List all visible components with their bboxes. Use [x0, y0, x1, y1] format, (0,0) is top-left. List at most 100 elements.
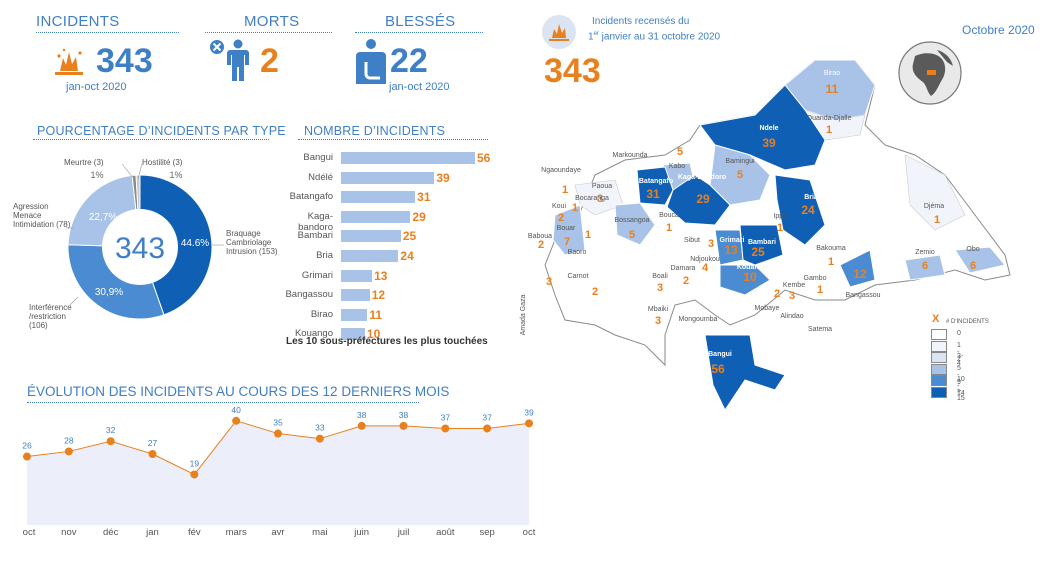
bar-category-label: Batangafo	[289, 191, 333, 203]
region-obo	[954, 246, 1006, 274]
map-place-label: Bossangoa	[614, 217, 649, 224]
divider	[36, 32, 179, 33]
data-point	[106, 437, 115, 446]
divider	[205, 32, 332, 33]
map-place-label: Birao	[824, 70, 840, 77]
data-label: 27	[148, 438, 158, 448]
legend-label: 3- 4	[957, 353, 964, 367]
map-value-label: 3	[708, 238, 714, 250]
map-place-label: Baoro	[568, 249, 587, 256]
map-value-label: 31	[646, 187, 660, 201]
data-label: 39	[524, 407, 534, 417]
bar	[341, 328, 365, 341]
map-value-label: 1	[777, 222, 783, 234]
region-zemio	[904, 254, 946, 281]
x-tick-label: juin	[353, 527, 369, 538]
kpi-incidents-value: 343	[96, 42, 153, 80]
map-place-label: Ippy	[773, 213, 787, 220]
map-value-label: 2	[558, 212, 564, 224]
map-place-label: Bouar	[557, 225, 576, 232]
bar-category-label: Bangassou	[285, 289, 333, 301]
data-point	[483, 424, 492, 433]
divider	[298, 139, 488, 140]
map-place-label: Bangassou	[845, 292, 880, 299]
region-bria	[774, 174, 826, 246]
map-place-label: Mongoumba	[679, 316, 718, 323]
pie-pct-interference: 30,9%	[95, 287, 123, 298]
map-value-label: 1	[934, 214, 940, 226]
map-value-label: 2	[774, 288, 780, 300]
map-value-label: 3	[657, 282, 663, 294]
map-value-label: 1	[585, 229, 591, 241]
map-place-label: Bria	[804, 194, 818, 201]
data-point	[525, 419, 533, 428]
data-label: 32	[106, 425, 116, 435]
x-tick-label: sep	[480, 527, 495, 538]
x-tick-label: avr	[271, 527, 284, 538]
map-place-label: Gambo	[804, 275, 827, 282]
pie-label-meurtre: Meurtre (3)	[64, 158, 104, 167]
bar-value-label: 56	[477, 151, 491, 165]
pie-center-hole	[102, 209, 178, 285]
x-tick-label: août	[436, 527, 455, 538]
region-batangafo	[636, 166, 674, 206]
x-tick-label: oct	[23, 527, 36, 538]
x-tick-label: déc	[103, 527, 119, 538]
map-value-label: 11	[826, 82, 839, 96]
bar-category-label: Kaga-bandoro	[298, 210, 333, 233]
divider	[27, 402, 419, 403]
data-label: 19	[190, 458, 200, 468]
data-point	[441, 424, 450, 433]
map-value-label: 1	[826, 124, 832, 136]
bar-value-label: 29	[412, 209, 426, 224]
data-label: 40	[231, 405, 241, 415]
legend-swatch	[931, 375, 947, 386]
map-place-label: Sibut	[684, 237, 700, 244]
map-total: 343	[544, 52, 601, 90]
bar	[341, 250, 399, 262]
x-tick-label: oct	[523, 527, 536, 538]
bar-value-label: 31	[417, 190, 431, 205]
legend-label: 1 - 2	[957, 341, 961, 363]
bar	[341, 171, 435, 184]
bar	[341, 210, 411, 223]
data-point	[232, 416, 241, 425]
data-label: 35	[273, 418, 283, 428]
map-place-label: Ndjoukou	[690, 256, 720, 263]
divider	[33, 139, 269, 140]
map-place-label: Kaga-Bandoro	[678, 174, 726, 181]
legend-label: 5 - 9	[957, 364, 961, 386]
bar-value-label: 24	[400, 249, 414, 263]
bar-value-label: 11	[369, 307, 382, 322]
data-label: 33	[315, 423, 325, 433]
bar	[341, 308, 368, 321]
map-value-label: 6	[922, 260, 928, 272]
map-value-label: 3	[597, 193, 603, 205]
map-value-label: 39	[762, 136, 776, 150]
x-tick-label: fév	[188, 527, 201, 538]
bar-category-label: Birao	[310, 308, 333, 320]
data-point	[190, 470, 199, 479]
map-place-label: Alindao	[780, 313, 803, 320]
map-value-label: 29	[696, 192, 710, 206]
map-place-label: Bouca	[659, 212, 679, 219]
map-value-label: 2	[538, 239, 544, 251]
region-bambari	[739, 224, 784, 266]
pie-pct-agression: 22,7%	[89, 212, 117, 223]
map-value-label: 56	[711, 362, 725, 376]
map-value-label: 1	[828, 256, 834, 268]
person-dead-icon	[208, 38, 254, 89]
map-place-label: Bamingui	[725, 158, 755, 165]
legend-subtitle: # D'INCIDENTS	[946, 319, 989, 325]
map-value-label: 1	[562, 184, 568, 196]
x-tick-label: jan	[145, 527, 159, 538]
pie-pct-hostilite: 1%	[169, 170, 182, 180]
bar-value-label: 13	[374, 268, 388, 283]
legend-swatch	[931, 386, 947, 398]
kpi-deaths-value: 2	[260, 42, 279, 80]
data-point	[64, 447, 73, 456]
bar-category-label: Bangui	[303, 152, 333, 163]
map-header-icon	[541, 14, 577, 55]
map-place-label: Obo	[966, 246, 979, 253]
map-place-label: Ouanda-Djalle	[807, 115, 852, 122]
